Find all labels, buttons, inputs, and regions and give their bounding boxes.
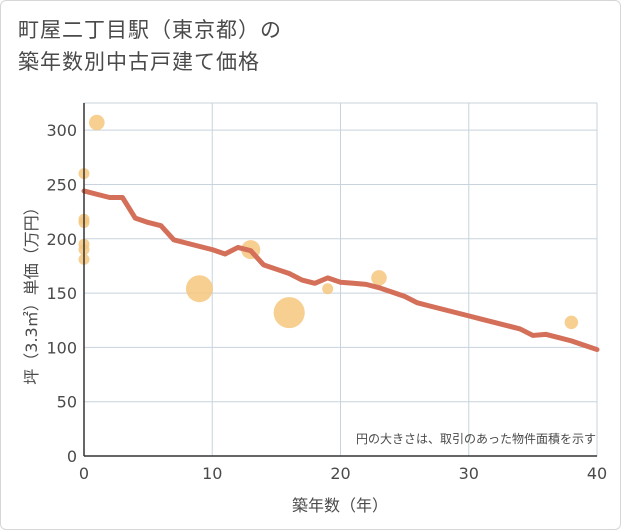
trend-line-group (81, 188, 600, 353)
chart-title-line-1: 町屋二丁目駅（東京都）の (18, 18, 282, 42)
y-tick-label: 50 (57, 393, 77, 412)
y-tick-label: 200 (46, 230, 77, 249)
trend-line (81, 188, 600, 353)
y-tick-label: 250 (46, 175, 77, 194)
y-tick-label: 0 (67, 447, 77, 466)
data-point (564, 315, 579, 330)
axes (83, 103, 597, 457)
tick-labels: 0 10 20 30 40 0 50 100 150 200 250 300 (46, 121, 607, 483)
grid (83, 102, 598, 457)
y-axis-title: 坪（3.3㎡）単価（万円） (22, 199, 41, 384)
y-tick-label: 150 (46, 284, 77, 303)
chart-title: 町屋二丁目駅（東京都）の 築年数別中古戸建て価格 (18, 14, 282, 78)
chart-title-line-2: 築年数別中古戸建て価格 (18, 50, 260, 74)
size-note: 円の大きさは、取引のあった物件面積を示す (356, 431, 596, 446)
x-tick-label: 10 (202, 464, 222, 483)
x-tick-label: 0 (79, 464, 89, 483)
data-point (371, 270, 387, 286)
x-tick-label: 20 (330, 464, 350, 483)
data-point (273, 297, 305, 329)
data-point (322, 283, 334, 295)
x-tick-label: 30 (459, 464, 479, 483)
data-point (185, 275, 213, 303)
x-tick-label: 40 (587, 464, 607, 483)
data-point (89, 114, 105, 131)
y-tick-label: 100 (46, 338, 77, 357)
y-tick-label: 300 (46, 121, 77, 140)
x-axis-title: 築年数（年） (292, 496, 388, 515)
bubbles (78, 114, 579, 330)
